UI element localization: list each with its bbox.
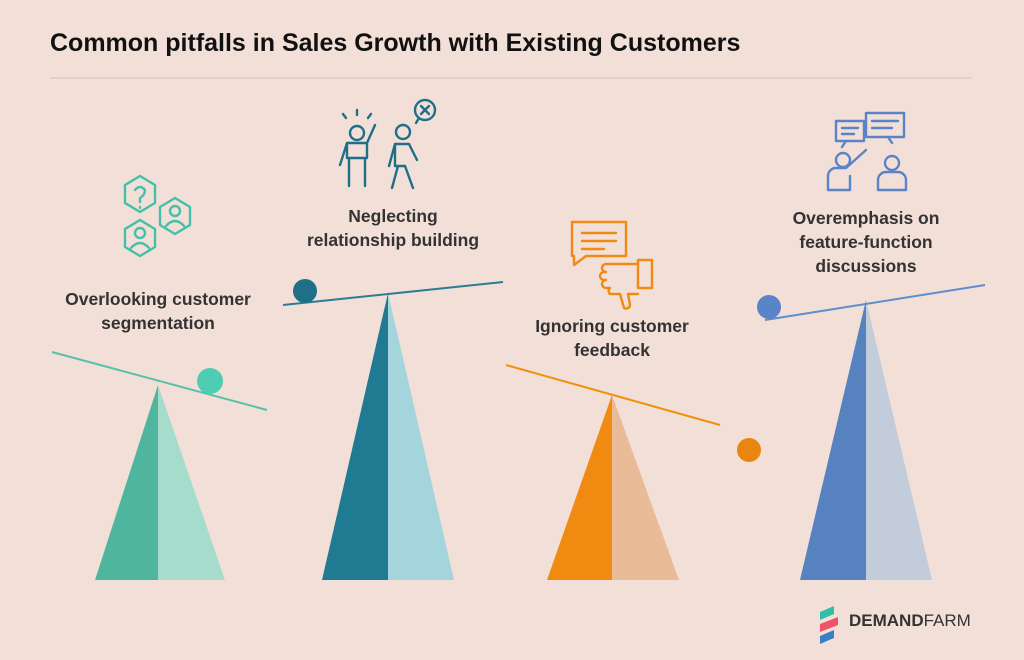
pyramid-right	[388, 293, 454, 580]
balance-beam	[505, 364, 721, 426]
icon-segmentation	[123, 174, 192, 258]
pyramid-left	[322, 293, 388, 580]
pyramid-left	[547, 395, 612, 580]
balance-beam	[51, 351, 268, 411]
pyramid-left	[800, 300, 866, 580]
brand-name: DEMANDFARM	[849, 611, 971, 630]
balance-ball	[737, 438, 761, 462]
page-title: Common pitfalls in Sales Growth with Exi…	[50, 29, 740, 57]
pyramid-right	[158, 385, 225, 580]
pitfall-label: Neglecting	[348, 206, 437, 226]
pitfall-label: Ignoring customer	[535, 316, 689, 336]
icon-discussion	[826, 111, 908, 192]
balance-ball	[293, 279, 317, 303]
icon-feedback	[570, 220, 654, 310]
pitfall-label: feedback	[574, 340, 650, 360]
pyramid-right	[866, 300, 932, 580]
brand-bold: DEMAND	[849, 611, 924, 630]
balance-ball	[757, 295, 781, 319]
balance-beam	[764, 284, 986, 321]
pitfall-label: discussions	[815, 256, 916, 276]
icon-relationship	[338, 98, 437, 190]
balance-ball	[197, 368, 223, 394]
balance-beam	[282, 281, 504, 306]
brand-logo	[820, 606, 838, 644]
pitfall-label: Overemphasis on	[793, 208, 940, 228]
pyramid-right	[612, 395, 679, 580]
pitfall-label: feature-function	[799, 232, 932, 252]
pyramid-left	[95, 385, 158, 580]
brand-light: FARM	[924, 611, 971, 630]
pitfall-label: relationship building	[307, 230, 479, 250]
pitfall-label: Overlooking customer	[65, 289, 251, 309]
pitfall-label: segmentation	[101, 313, 215, 333]
